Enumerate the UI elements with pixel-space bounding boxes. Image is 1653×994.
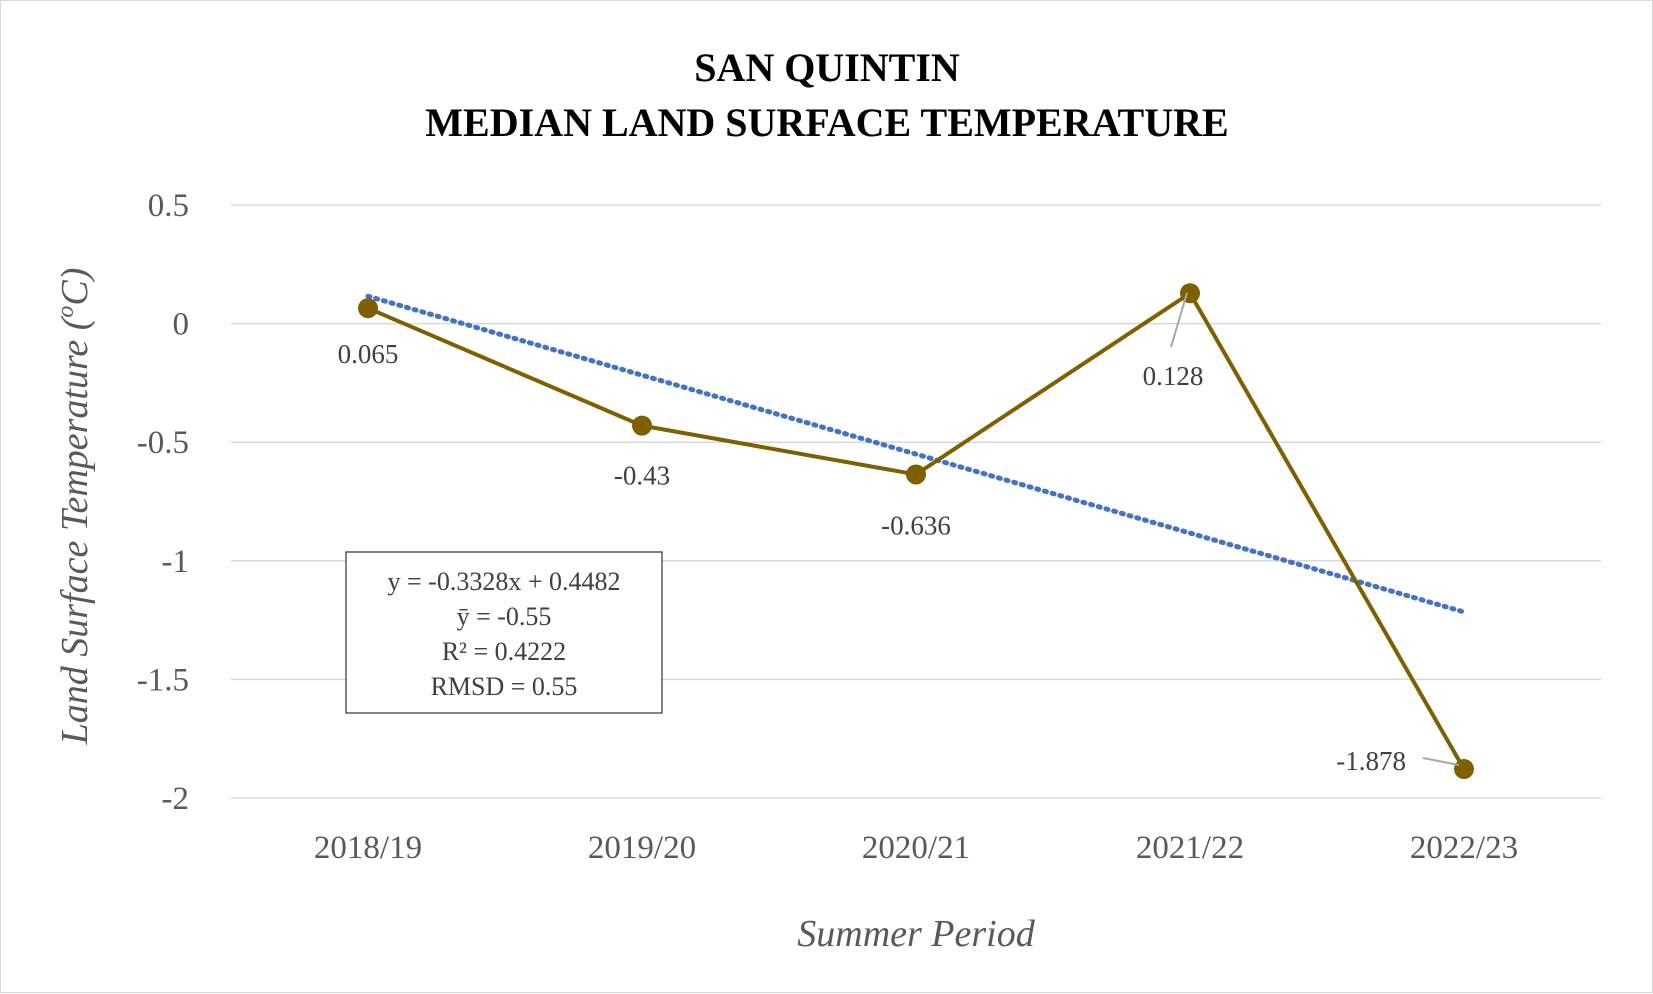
x-tick-label: 2022/23: [1410, 830, 1518, 866]
y-tick-label: -1: [162, 544, 190, 580]
stats-box: y = -0.3328x + 0.4482 ȳ = -0.55 R² = 0.4…: [345, 551, 663, 714]
x-axis-ticks: 2018/19 2019/20 2020/21 2021/22 2022/23: [314, 830, 1518, 866]
x-tick-label: 2018/19: [314, 830, 422, 866]
y-tick-label: -1.5: [137, 662, 189, 698]
x-tick-label: 2021/22: [1136, 830, 1244, 866]
y-tick-label: 0: [173, 307, 190, 343]
y-axis-ticks: 0.5 0 -0.5 -1 -1.5 -2: [137, 188, 189, 817]
y-axis-title-prefix: Land Surface Temperature (: [54, 315, 96, 745]
x-tick-label: 2019/20: [588, 830, 696, 866]
y-tick-label: -2: [162, 781, 190, 817]
trendline: [365, 293, 1467, 615]
y-axis-title-unit-sup: o: [53, 306, 79, 318]
y-axis-title: Land Surface Temperature (oC): [53, 268, 96, 746]
data-label-leader: [1170, 292, 1188, 348]
x-tick-label: 2020/21: [862, 830, 970, 866]
series-point: [1180, 283, 1200, 304]
data-label-leader: [1422, 757, 1460, 766]
series-point: [632, 415, 652, 436]
series-point: [1454, 759, 1474, 780]
y-axis-title-unit: C): [54, 268, 96, 306]
chart-title-line-2: MEDIAN LAND SURFACE TEMPERATURE: [425, 100, 1228, 145]
series-point: [358, 298, 378, 319]
data-label: 0.065: [338, 339, 399, 369]
data-label: -1.878: [1336, 746, 1406, 776]
stats-equation: y = -0.3328x + 0.4482: [388, 567, 621, 596]
data-label: 0.128: [1143, 361, 1204, 391]
data-labels: 0.065 -0.43 -0.636 0.128 -1.878: [338, 292, 1460, 776]
stats-rmsd: RMSD = 0.55: [431, 672, 578, 701]
data-label: -0.43: [614, 461, 670, 491]
y-tick-label: -0.5: [137, 425, 189, 461]
series-layer: [358, 283, 1474, 780]
stats-mean: ȳ = -0.55: [457, 602, 552, 631]
data-label: -0.636: [881, 510, 951, 540]
series-point: [906, 464, 926, 485]
chart-title-line-1: SAN QUINTIN: [694, 45, 960, 90]
trendline-layer: [365, 293, 1467, 615]
stats-box-border: [345, 551, 663, 714]
y-tick-label: 0.5: [148, 188, 189, 224]
stats-r-squared: R² = 0.4222: [442, 637, 566, 666]
x-axis-title: Summer Period: [797, 913, 1035, 955]
